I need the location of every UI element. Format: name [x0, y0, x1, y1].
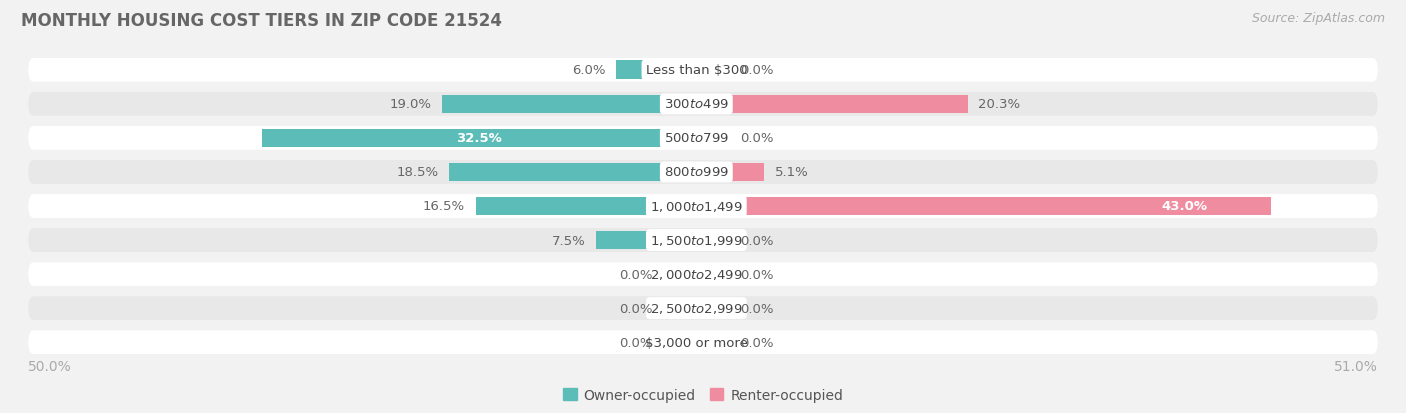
Text: $3,000 or more: $3,000 or more: [645, 336, 748, 349]
FancyBboxPatch shape: [28, 263, 1378, 286]
Bar: [596, 231, 696, 250]
Bar: [696, 95, 967, 114]
Text: $500 to $799: $500 to $799: [664, 132, 728, 145]
Text: $2,500 to $2,999: $2,500 to $2,999: [650, 301, 742, 316]
Text: $2,000 to $2,499: $2,000 to $2,499: [650, 268, 742, 281]
Text: 0.0%: 0.0%: [619, 268, 652, 281]
Text: 32.5%: 32.5%: [457, 132, 502, 145]
Bar: [696, 265, 730, 284]
Text: 0.0%: 0.0%: [741, 336, 773, 349]
Text: 5.1%: 5.1%: [775, 166, 808, 179]
FancyBboxPatch shape: [28, 59, 1378, 83]
Text: 0.0%: 0.0%: [741, 64, 773, 77]
Text: 0.0%: 0.0%: [619, 302, 652, 315]
Bar: [696, 163, 765, 182]
Text: 43.0%: 43.0%: [1161, 200, 1208, 213]
FancyBboxPatch shape: [28, 228, 1378, 252]
Text: 19.0%: 19.0%: [389, 98, 432, 111]
Bar: [696, 299, 730, 318]
Text: 0.0%: 0.0%: [741, 268, 773, 281]
Text: 0.0%: 0.0%: [741, 132, 773, 145]
Bar: [262, 129, 696, 148]
Text: 20.3%: 20.3%: [979, 98, 1021, 111]
Text: 50.0%: 50.0%: [28, 359, 72, 373]
Bar: [443, 95, 696, 114]
Bar: [475, 197, 696, 216]
Text: 0.0%: 0.0%: [741, 302, 773, 315]
Bar: [662, 333, 696, 352]
Text: MONTHLY HOUSING COST TIERS IN ZIP CODE 21524: MONTHLY HOUSING COST TIERS IN ZIP CODE 2…: [21, 12, 502, 30]
Bar: [662, 299, 696, 318]
Text: $1,500 to $1,999: $1,500 to $1,999: [650, 233, 742, 247]
FancyBboxPatch shape: [28, 297, 1378, 320]
FancyBboxPatch shape: [28, 93, 1378, 116]
Legend: Owner-occupied, Renter-occupied: Owner-occupied, Renter-occupied: [557, 382, 849, 407]
Bar: [449, 163, 696, 182]
Bar: [616, 61, 696, 80]
FancyBboxPatch shape: [28, 330, 1378, 354]
Text: Source: ZipAtlas.com: Source: ZipAtlas.com: [1251, 12, 1385, 25]
Text: 7.5%: 7.5%: [551, 234, 585, 247]
Text: 18.5%: 18.5%: [396, 166, 439, 179]
Text: 16.5%: 16.5%: [423, 200, 465, 213]
FancyBboxPatch shape: [28, 161, 1378, 185]
Text: $800 to $999: $800 to $999: [664, 166, 728, 179]
Text: Less than $300: Less than $300: [645, 64, 747, 77]
Text: 51.0%: 51.0%: [1334, 359, 1378, 373]
FancyBboxPatch shape: [28, 195, 1378, 218]
Bar: [662, 265, 696, 284]
FancyBboxPatch shape: [28, 127, 1378, 150]
Bar: [696, 197, 1271, 216]
Text: $1,000 to $1,499: $1,000 to $1,499: [650, 199, 742, 214]
Bar: [696, 231, 730, 250]
Bar: [696, 333, 730, 352]
Bar: [696, 129, 730, 148]
Text: $300 to $499: $300 to $499: [664, 98, 728, 111]
Bar: [696, 61, 730, 80]
Text: 0.0%: 0.0%: [619, 336, 652, 349]
Text: 6.0%: 6.0%: [572, 64, 606, 77]
Text: 0.0%: 0.0%: [741, 234, 773, 247]
